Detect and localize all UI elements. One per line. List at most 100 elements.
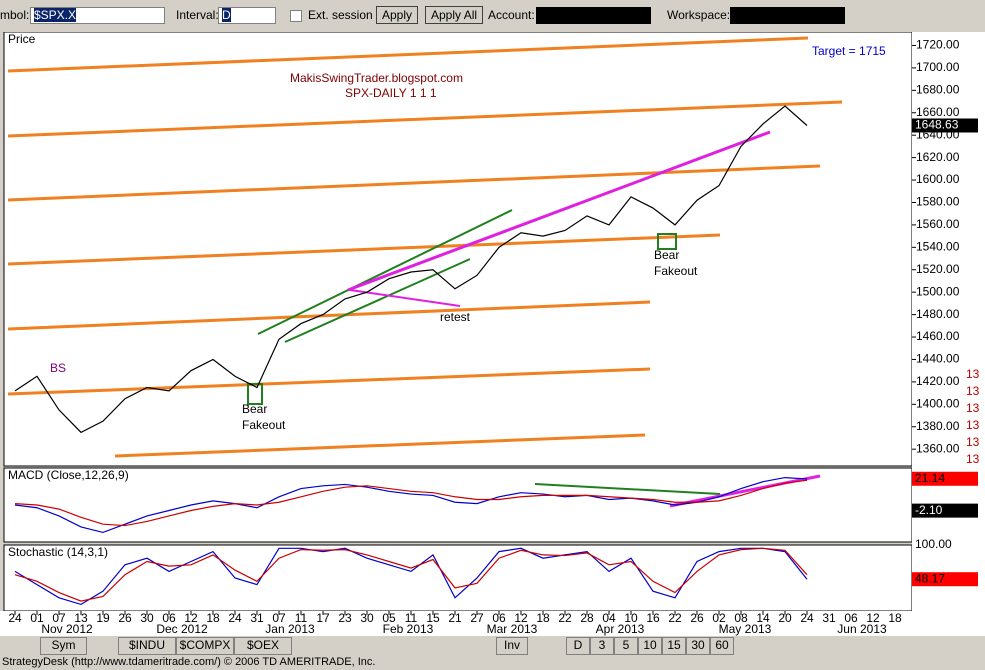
x-tick-label: 11: [295, 611, 308, 625]
x-tick-label: 07: [272, 611, 286, 625]
y-tick-label: 1440.00: [916, 352, 960, 366]
annotation: Fakeout: [242, 418, 286, 432]
x-tick-label: 12: [514, 611, 528, 625]
y-tick-label: 1380.00: [916, 419, 960, 433]
symbol: $SPX.X: [34, 8, 77, 22]
x-tick-label: 05: [382, 611, 396, 625]
tab[interactable]: 10: [638, 637, 662, 655]
x-tick-label: 26: [118, 611, 132, 625]
x-tick-label: 17: [316, 611, 330, 625]
x-tick-label: 12: [866, 611, 880, 625]
y-tick-label: 1580.00: [916, 195, 960, 209]
tab[interactable]: 5: [614, 637, 638, 655]
series-line: [14, 105, 808, 434]
x-tick-label: 24: [228, 611, 242, 625]
label: Workspace:: [667, 8, 731, 22]
readout-box: [912, 118, 978, 133]
x-tick-label: 11: [405, 611, 418, 625]
month-label: Jan 2013: [265, 622, 315, 636]
series-line: [14, 547, 808, 602]
tab[interactable]: Sym: [40, 637, 87, 655]
checkbox[interactable]: [290, 10, 302, 22]
x-tick-label: 04: [602, 611, 616, 625]
trend-lines: [347, 130, 821, 508]
x-tick-label: 22: [668, 611, 682, 625]
channel-lines: [7, 36, 843, 458]
cut-label: 13: [966, 452, 980, 466]
fakeout-boxes: [247, 233, 677, 405]
cut-label: 13: [966, 418, 980, 432]
tab[interactable]: 30: [686, 637, 710, 655]
retest-lines: [349, 289, 461, 307]
label: Ext. session: [308, 8, 373, 22]
x-tick-label: 22: [558, 611, 572, 625]
month-label: Feb 2013: [383, 622, 434, 636]
x-tick-label: 08: [734, 611, 748, 625]
x-tick-label: 06: [844, 611, 858, 625]
x-tick-label: 18: [888, 611, 902, 625]
y-tick-label: 1660.00: [916, 105, 960, 119]
readout-label: 21.14: [915, 471, 945, 485]
month-label: Apr 2013: [596, 622, 645, 636]
panel-title: Price: [8, 32, 36, 46]
tab[interactable]: 15: [662, 637, 686, 655]
x-tick-label: 24: [8, 611, 22, 625]
symbol-box[interactable]: $SPX.X: [30, 7, 165, 24]
stoch-panel: [3, 544, 913, 612]
readout-box: [912, 471, 978, 486]
tab[interactable]: D: [566, 637, 590, 655]
apply-all-button[interactable]: Apply All: [425, 6, 484, 24]
y-tick-label: 1600.00: [916, 172, 960, 186]
readout-label: -2.10: [915, 503, 943, 517]
cut-label: 13: [966, 384, 980, 398]
panel-title: MACD (Close,12,26,9): [8, 468, 129, 482]
panel-title: Stochastic (14,3,1): [8, 545, 108, 559]
x-tick-label: 12: [184, 611, 198, 625]
y-tick-label: 1460.00: [916, 329, 960, 343]
tab[interactable]: 3: [590, 637, 614, 655]
toolbar: mbol: $SPX.X Interval: D Ext. session Ap…: [0, 0, 985, 32]
x-tick-label: 19: [96, 611, 110, 625]
x-tick-label: 10: [624, 611, 638, 625]
y-tick-label: 1480.00: [916, 307, 960, 321]
annotation: BS: [50, 361, 66, 375]
annotation: Fakeout: [654, 264, 698, 278]
y-tick-label: 1540.00: [916, 239, 960, 253]
x-tick-label: 28: [580, 611, 594, 625]
tab[interactable]: $INDU: [118, 637, 176, 655]
tab[interactable]: $COMPX: [176, 637, 234, 655]
label: Interval:: [176, 8, 219, 22]
y-tick-label: 1360.00: [916, 441, 960, 455]
tab[interactable]: $OEX: [234, 637, 292, 655]
tab[interactable]: Inv: [496, 637, 528, 655]
annotation: MakisSwingTrader.blogspot.com: [290, 71, 463, 85]
readout-label: 1648.63: [915, 118, 959, 132]
x-tick-label: 27: [470, 611, 484, 625]
x-tick-label: 23: [338, 611, 352, 625]
x-tick-label: 06: [162, 611, 176, 625]
cut-label: 13: [966, 401, 980, 415]
y-tick-label: 1680.00: [916, 82, 960, 96]
x-tick-label: 02: [712, 611, 726, 625]
workspace-box[interactable]: [730, 7, 845, 24]
month-label: Nov 2012: [41, 622, 93, 636]
tab-bar: Sym $INDU $COMPX $OEX Inv D 3 5 10 15 30 60: [0, 636, 985, 656]
interval-box[interactable]: D: [218, 7, 276, 24]
cut-label: 13: [966, 435, 980, 449]
label: Account:: [488, 8, 535, 22]
x-tick-label: 18: [536, 611, 550, 625]
x-tick-label: 26: [690, 611, 704, 625]
series-line: [14, 479, 808, 527]
readout-box: [912, 503, 978, 518]
account-box[interactable]: [536, 7, 651, 24]
annotation: SPX-DAILY 1 1 1: [345, 86, 437, 100]
x-tick-label: 21: [448, 611, 462, 625]
tab[interactable]: 60: [710, 637, 734, 655]
x-tick-label: 01: [30, 611, 44, 625]
month-label: May 2013: [719, 622, 772, 636]
apply-button[interactable]: Apply: [376, 6, 419, 24]
y-tick-label: 1400.00: [916, 396, 960, 410]
readout-box: [912, 572, 978, 587]
y-tick-label: 1620.00: [916, 150, 960, 164]
x-tick-label: 18: [206, 611, 220, 625]
